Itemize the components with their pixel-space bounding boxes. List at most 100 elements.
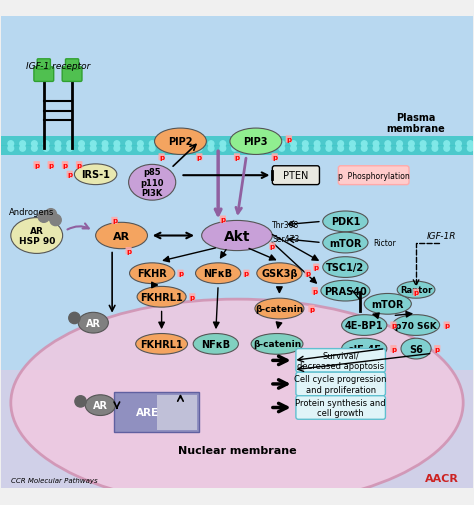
Text: p: p (197, 155, 202, 161)
Circle shape (43, 146, 49, 152)
Text: p: p (34, 163, 39, 169)
Circle shape (373, 141, 379, 147)
Text: β-catenin: β-catenin (255, 305, 303, 314)
Circle shape (420, 146, 426, 152)
Circle shape (244, 141, 249, 147)
Circle shape (91, 146, 96, 152)
Text: AR: AR (86, 318, 101, 328)
Text: Thr308: Thr308 (273, 221, 300, 230)
Ellipse shape (323, 212, 368, 232)
Circle shape (32, 141, 37, 147)
Ellipse shape (323, 257, 368, 278)
Text: CCR Molecular Pathways: CCR Molecular Pathways (11, 477, 98, 483)
Circle shape (456, 141, 461, 147)
Circle shape (267, 141, 273, 147)
Text: p: p (314, 265, 319, 271)
Circle shape (149, 146, 155, 152)
Circle shape (20, 141, 26, 147)
Text: p: p (286, 137, 292, 142)
Text: p: p (48, 163, 54, 169)
Text: p: p (305, 271, 310, 277)
Text: Cell cycle progression
and proliferation: Cell cycle progression and proliferation (294, 375, 387, 394)
Circle shape (350, 146, 356, 152)
Circle shape (173, 141, 179, 147)
FancyBboxPatch shape (296, 396, 385, 420)
Text: p: p (244, 271, 249, 277)
Text: p: p (435, 346, 440, 352)
Circle shape (314, 146, 320, 152)
Text: FKHRL1: FKHRL1 (140, 292, 183, 302)
Ellipse shape (155, 129, 206, 155)
Text: NFκB: NFκB (204, 269, 233, 279)
Text: p: p (220, 217, 226, 223)
Circle shape (173, 146, 179, 152)
Text: IGF-1R: IGF-1R (427, 232, 457, 240)
Circle shape (385, 146, 391, 152)
Circle shape (279, 146, 284, 152)
Circle shape (102, 141, 108, 147)
Ellipse shape (323, 233, 368, 254)
Text: PTEN: PTEN (283, 171, 309, 181)
Circle shape (409, 146, 414, 152)
Text: p: p (235, 155, 239, 161)
Text: Ser473: Ser473 (273, 235, 300, 244)
Circle shape (114, 146, 119, 152)
Text: AACR: AACR (425, 473, 458, 483)
Circle shape (75, 396, 86, 407)
Text: Androgens: Androgens (9, 208, 55, 217)
Circle shape (185, 141, 191, 147)
Text: ARE: ARE (136, 408, 159, 418)
Circle shape (8, 141, 14, 147)
Text: TSC1/2: TSC1/2 (326, 263, 365, 273)
FancyBboxPatch shape (338, 167, 409, 185)
Circle shape (361, 141, 367, 147)
Circle shape (409, 141, 414, 147)
Circle shape (161, 146, 167, 152)
Text: p: p (312, 288, 317, 294)
FancyBboxPatch shape (34, 68, 54, 82)
Circle shape (291, 146, 296, 152)
FancyBboxPatch shape (115, 392, 199, 432)
Circle shape (8, 146, 14, 152)
Text: p: p (67, 172, 72, 178)
Circle shape (45, 209, 56, 221)
Text: p: p (126, 248, 131, 254)
Text: p: p (190, 294, 195, 300)
Ellipse shape (342, 315, 387, 336)
Circle shape (220, 141, 226, 147)
Text: p: p (413, 289, 419, 295)
FancyBboxPatch shape (37, 60, 50, 70)
Circle shape (444, 141, 449, 147)
FancyBboxPatch shape (1, 17, 473, 370)
FancyBboxPatch shape (273, 167, 319, 185)
Circle shape (197, 146, 202, 152)
Circle shape (267, 146, 273, 152)
Circle shape (137, 146, 143, 152)
Text: IRS-1: IRS-1 (81, 170, 110, 180)
Circle shape (350, 141, 356, 147)
Text: p: p (309, 306, 314, 312)
FancyBboxPatch shape (1, 370, 473, 488)
Circle shape (149, 141, 155, 147)
Ellipse shape (78, 313, 109, 333)
Text: IGF-1 receptor: IGF-1 receptor (26, 62, 90, 71)
Circle shape (432, 141, 438, 147)
Circle shape (467, 141, 473, 147)
Text: 4E-BP1: 4E-BP1 (345, 320, 383, 330)
Circle shape (326, 146, 332, 152)
Circle shape (38, 212, 49, 223)
FancyBboxPatch shape (1, 146, 473, 156)
Text: p: p (112, 218, 117, 224)
Text: p: p (77, 163, 82, 169)
Circle shape (338, 146, 344, 152)
Circle shape (420, 141, 426, 147)
Text: p85
p110
PI3K: p85 p110 PI3K (140, 168, 164, 198)
Circle shape (444, 146, 449, 152)
Circle shape (208, 146, 214, 152)
Circle shape (314, 141, 320, 147)
Text: p: p (178, 271, 183, 277)
Circle shape (69, 313, 80, 324)
Circle shape (185, 146, 191, 152)
Ellipse shape (342, 338, 387, 359)
Text: Nuclear membrane: Nuclear membrane (178, 445, 296, 455)
